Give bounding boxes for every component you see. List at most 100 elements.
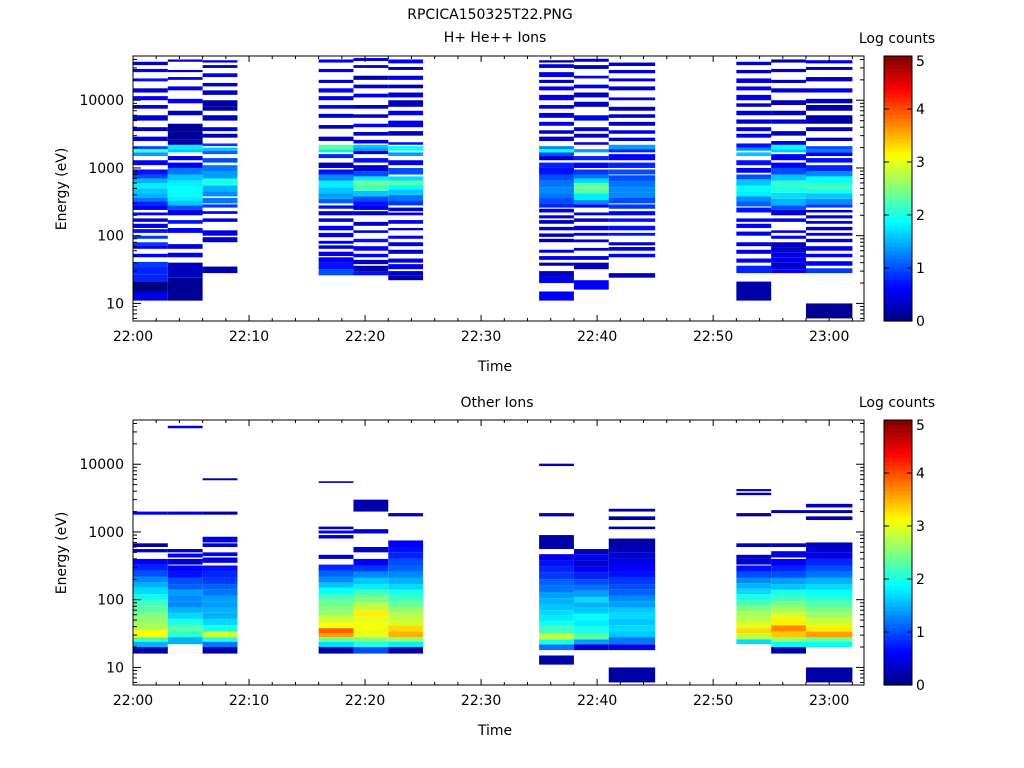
colorbar-swatch	[884, 610, 912, 616]
spectrogram-cell	[805, 589, 853, 596]
spectrogram-cell	[353, 176, 389, 181]
spectrogram-cell	[167, 110, 203, 116]
spectrogram-cell	[771, 595, 806, 602]
spectrogram-cell	[771, 551, 806, 558]
spectrogram-cell	[133, 78, 168, 82]
spectrogram-cell	[771, 647, 806, 654]
spectrogram-cell	[388, 552, 424, 559]
spectrogram-cell	[167, 584, 203, 590]
colorbar-swatch	[884, 316, 912, 322]
spectrogram-cell	[133, 647, 168, 654]
spectrogram-cell	[736, 61, 772, 66]
colorbar-swatch	[884, 535, 912, 541]
spectrogram-cell	[133, 178, 168, 183]
spectrogram-cell	[539, 79, 574, 83]
spectrogram-cell	[353, 147, 389, 151]
spectrogram-cell	[736, 152, 772, 157]
colorbar-swatch	[884, 448, 912, 454]
spectrogram-cell	[805, 625, 853, 632]
spectrogram-cell	[318, 637, 354, 642]
colorbar-swatch	[884, 477, 912, 483]
figure-title: RPCICA150325T22.PNG	[407, 7, 572, 23]
spectrogram-cell	[608, 637, 656, 645]
colorbar-swatch	[884, 138, 912, 144]
colorbar-swatch	[884, 275, 912, 281]
spectrogram-cell	[805, 558, 853, 566]
spectrogram-cell	[353, 150, 389, 155]
spectrogram-cell	[388, 577, 424, 585]
colorbar-swatch	[884, 444, 912, 450]
spectrogram-cell	[353, 529, 389, 534]
spectrogram-cell	[608, 137, 656, 142]
spectrogram-cell	[318, 605, 354, 612]
spectrogram-cell	[573, 602, 609, 608]
colorbar-swatch	[884, 134, 912, 140]
spectrogram-cell	[388, 194, 424, 201]
colorbar-swatch	[884, 482, 912, 487]
spectrogram-cell	[388, 625, 424, 632]
panel-bottom-plot-frame	[132, 419, 865, 686]
spectrogram-cell	[608, 69, 656, 74]
spectrogram-cell	[353, 201, 389, 206]
spectrogram-cell	[202, 106, 238, 111]
spectrogram-cell	[608, 198, 656, 204]
spectrogram-cell	[353, 546, 389, 553]
spectrogram-cell	[573, 115, 609, 121]
spectrogram-cell	[539, 233, 574, 237]
spectrogram-cell	[202, 100, 238, 107]
spectrogram-cell	[771, 589, 806, 596]
spectrogram-cell	[771, 205, 806, 210]
colorbar-swatch	[884, 89, 912, 94]
spectrogram-cell	[202, 211, 238, 214]
colorbar-swatch	[884, 254, 912, 260]
spectrogram-cell	[318, 251, 354, 257]
spectrogram-cell	[539, 621, 574, 627]
spectrogram-cell	[133, 617, 168, 624]
spectrogram-cell	[202, 536, 238, 543]
spectrogram-cell	[388, 59, 424, 64]
spectrogram-cell	[539, 180, 574, 188]
spectrogram-cell	[539, 262, 574, 266]
colorbar-swatch	[884, 72, 912, 78]
colorbar-swatch	[884, 498, 912, 504]
colorbar-swatch	[884, 263, 912, 268]
spectrogram-cell	[771, 565, 806, 572]
spectrogram-cell	[202, 577, 238, 585]
spectrogram-cell	[202, 73, 238, 78]
spectrogram-cell	[805, 226, 853, 231]
spectrogram-cell	[771, 230, 806, 233]
spectrogram-cell	[771, 79, 806, 83]
spectrogram-cell	[353, 558, 389, 566]
spectrogram-cell	[353, 577, 389, 585]
spectrogram-cell	[318, 245, 354, 249]
colorbar-swatch	[884, 577, 912, 583]
spectrogram-cell	[573, 639, 609, 645]
spectrogram-cell	[608, 644, 656, 651]
colorbar-swatch	[884, 544, 912, 549]
y-tick-label: 100	[97, 593, 124, 609]
spectrogram-cell	[608, 225, 656, 231]
colorbar-swatch	[884, 229, 912, 235]
spectrogram-cell	[353, 180, 389, 186]
spectrogram-cell	[388, 152, 424, 157]
spectrogram-cell	[573, 620, 609, 627]
spectrogram-cell	[388, 647, 424, 654]
spectrogram-cell	[573, 149, 609, 153]
spectrogram-cell	[202, 171, 238, 179]
colorbar-swatch	[884, 494, 912, 500]
colorbar-swatch	[884, 163, 912, 169]
colorbar-swatch	[884, 283, 912, 289]
spectrogram-cell	[573, 280, 609, 290]
spectrogram-cell	[388, 589, 424, 596]
spectrogram-cell	[388, 595, 424, 602]
panel-top-cells	[133, 58, 853, 319]
spectrogram-cell	[318, 113, 354, 118]
x-tick-label: 22:30	[461, 693, 501, 709]
colorbar-swatch	[884, 515, 912, 520]
spectrogram-cell	[736, 133, 772, 138]
spectrogram-cell	[736, 281, 772, 301]
spectrogram-cell	[133, 146, 168, 150]
spectrogram-cell	[133, 212, 168, 216]
spectrogram-cell	[771, 192, 806, 199]
spectrogram-cell	[388, 212, 424, 216]
